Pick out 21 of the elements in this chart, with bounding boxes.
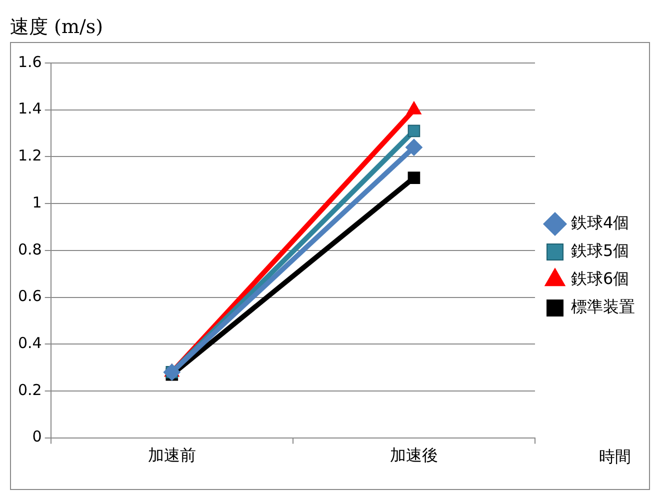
point bbox=[408, 124, 420, 138]
y-tick-label: 0.8 bbox=[18, 240, 42, 258]
y-tick-label: 1 bbox=[32, 193, 42, 212]
legend-label: 標準装置 bbox=[571, 297, 635, 316]
point bbox=[405, 138, 422, 156]
y-tick-label: 0.2 bbox=[18, 380, 42, 399]
x-axis-title: 時間 bbox=[599, 446, 631, 466]
legend-label: 鉄球4個 bbox=[571, 213, 630, 232]
y-tick-label: 0.4 bbox=[18, 334, 42, 352]
y-tick-label: 0.6 bbox=[18, 287, 42, 306]
y-tick-label: 1.2 bbox=[18, 146, 42, 165]
point bbox=[408, 172, 420, 184]
legend-label: 鉄球5個 bbox=[571, 241, 630, 260]
x-tick-label: 加速前 bbox=[148, 446, 196, 465]
chart-title: 速度 (m/s) bbox=[10, 15, 104, 40]
legend-label: 鉄球6個 bbox=[571, 269, 630, 288]
y-tick-label: 0 bbox=[32, 428, 42, 446]
y-tick-label: 1.4 bbox=[18, 100, 42, 118]
x-tick-label: 加速後 bbox=[390, 446, 438, 465]
y-tick-label: 1.6 bbox=[18, 52, 42, 71]
point bbox=[163, 364, 180, 381]
